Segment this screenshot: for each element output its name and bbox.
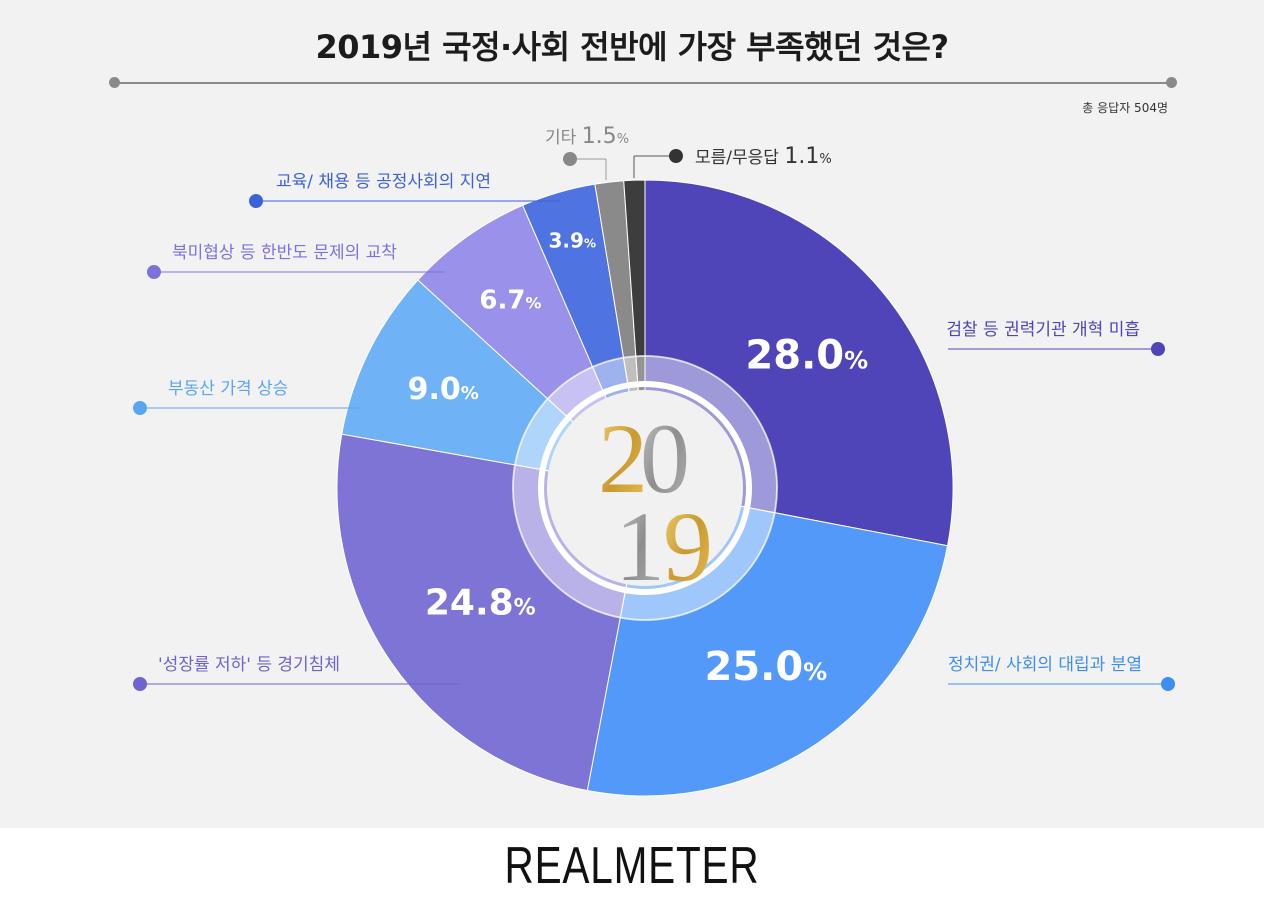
category-label: 모름/무응답 1.1% [695,144,832,169]
value-labels: 28.0% 25.0% 24.8% 9.0% 6.7% 3.9% [408,229,869,691]
leader-dot [133,677,147,691]
leader-dot [669,149,683,163]
slice-value-label: 28.0% [745,333,868,379]
ring-outline [512,355,778,621]
year-digit-0: 0 [640,403,690,514]
category-label: 교육/ 채용 등 공정사회의 지연 [276,172,491,192]
category-label: 기타 1.5% [545,124,629,149]
leader-dot [1151,342,1165,356]
slice-value-label: 24.8% [425,582,536,623]
center-badge: 2 0 1 9 [547,390,743,602]
respondent-count: 총 응답자 504명 [1082,101,1168,115]
category-label: '성장률 저하' 등 경기침체 [158,655,340,675]
category-label: 정치권/ 사회의 대립과 분열 [948,655,1142,675]
category-label: 검찰 등 권력기관 개혁 미흡 [946,320,1140,340]
title-divider [114,82,1172,84]
chart-title: 2019년 국정·사회 전반에 가장 부족했던 것은? [315,28,949,66]
footer-band [0,828,1264,900]
divider-dot-right [1166,77,1177,88]
pie-chart: 2 0 1 9 28.0% 25.0% 24.8% 9.0% 6.7% 3.9% 검찰 등… [133,124,1175,797]
slice-value-label: 9.0% [408,372,479,407]
divider-dot-left [109,77,120,88]
year-digit-1: 1 [615,491,665,602]
category-label: 북미협상 등 한반도 문제의 교착 [172,243,397,263]
year-digit-2: 2 [598,403,648,514]
leader-dot [563,152,577,166]
leader-dot [249,194,263,208]
ring-inner-border [538,381,752,595]
slice-value-label: 3.9% [549,229,596,253]
slice-value-label: 25.0% [704,644,827,690]
leader-dot [147,265,161,279]
leader-dot [133,401,147,415]
category-label: 부동산 가격 상승 [168,379,288,399]
leader-dot [1161,677,1175,691]
slice-value-label: 6.7% [479,285,541,315]
year-digit-9: 9 [663,491,713,602]
realmeter-logo: REALMETER [504,837,760,895]
center-disc [547,390,743,586]
